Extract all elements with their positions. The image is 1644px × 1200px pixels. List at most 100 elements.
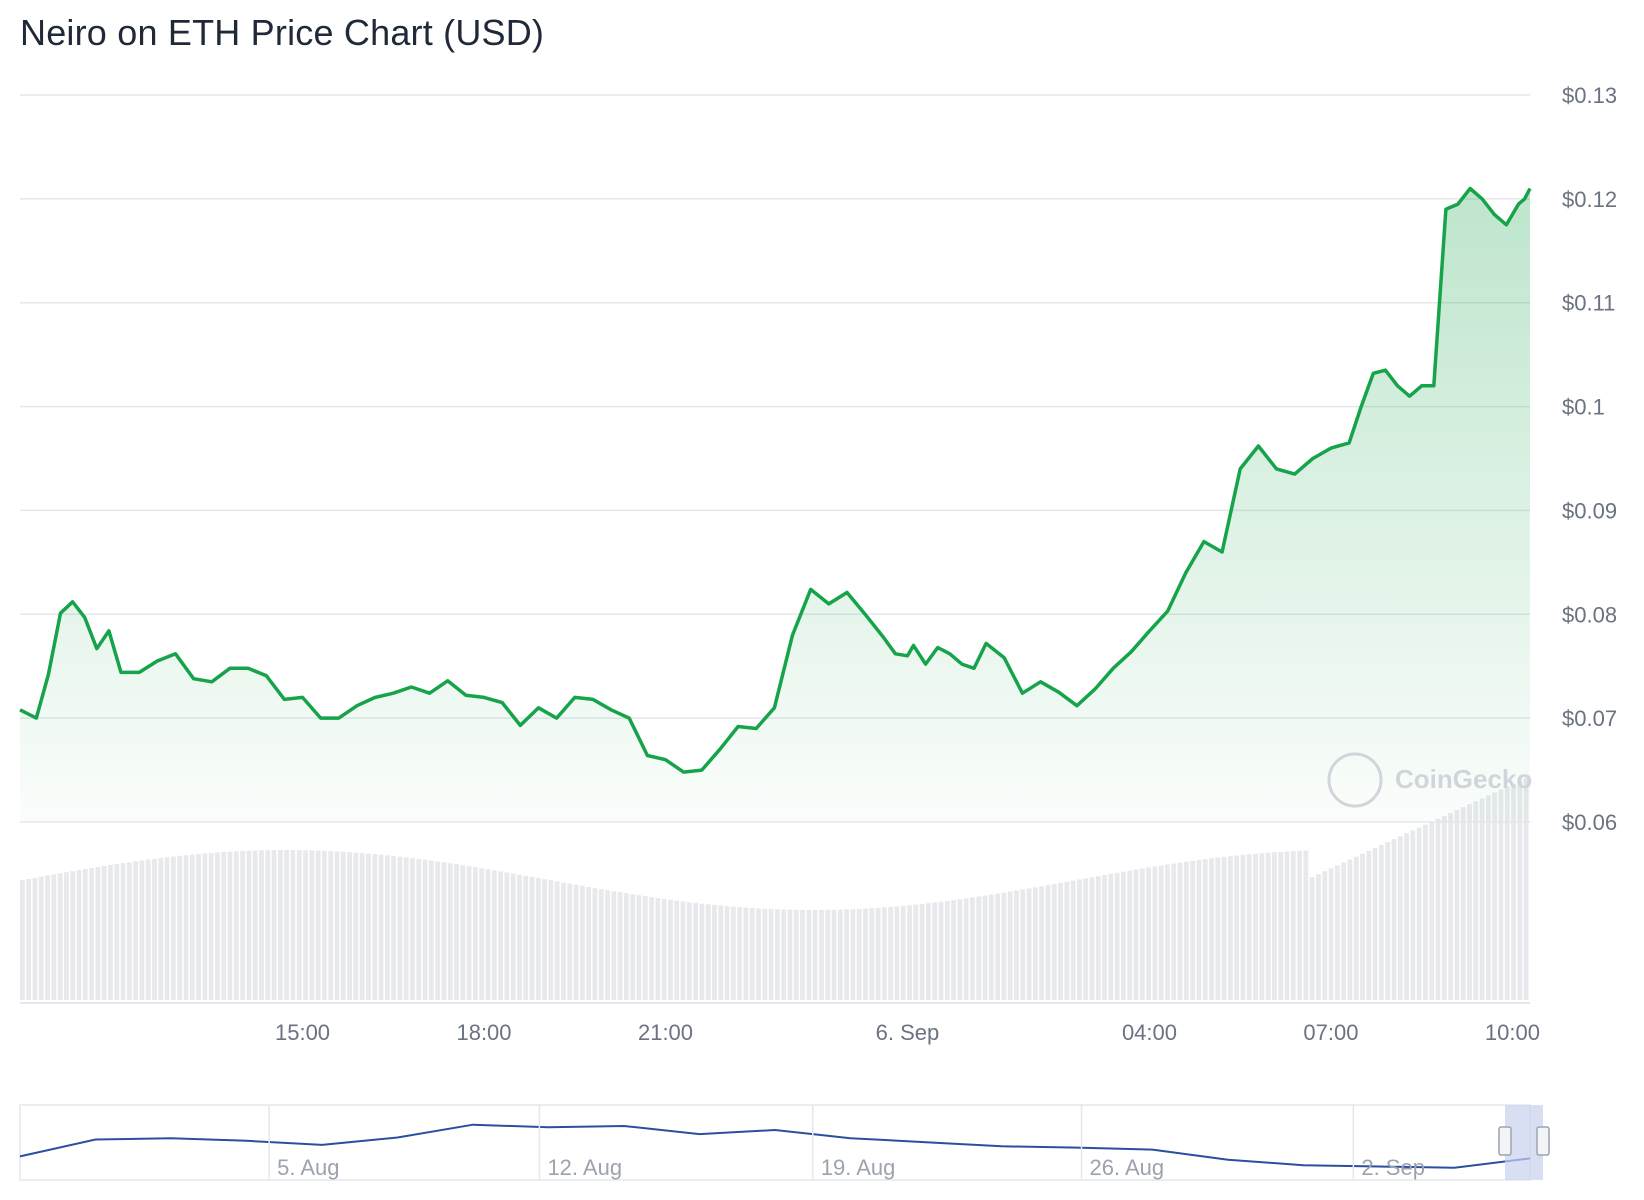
volume-bar: [284, 850, 290, 1000]
volume-bar: [1032, 887, 1038, 1000]
volume-bar: [1517, 780, 1523, 1000]
volume-bar: [1253, 853, 1258, 1000]
volume-bar: [208, 852, 214, 1000]
volume-bar: [1290, 851, 1296, 1000]
volume-bar: [510, 873, 516, 1000]
volume-bar: [712, 904, 717, 1000]
volume-bar: [1165, 864, 1170, 1000]
y-tick-label: $0.11: [1562, 291, 1615, 316]
volume-bar: [196, 853, 201, 1000]
volume-bar: [831, 909, 837, 1000]
volume-bar: [328, 851, 334, 1000]
volume-bar: [523, 875, 529, 1000]
navigator-tick-label: 5. Aug: [277, 1155, 339, 1180]
volume-bar: [82, 869, 88, 1000]
volume-bar: [133, 861, 139, 1000]
volume-bar: [491, 870, 497, 1000]
volume-bar: [64, 872, 69, 1000]
volume-bar: [1133, 869, 1139, 1000]
volume-bar: [856, 908, 862, 1000]
navigator-tick-label: 19. Aug: [821, 1155, 896, 1180]
volume-bar: [1467, 804, 1472, 1000]
volume-bar: [819, 909, 824, 1000]
volume-bar: [32, 877, 38, 1000]
volume-bar: [1303, 850, 1309, 1000]
volume-bar: [1020, 889, 1026, 1000]
volume-bar: [699, 903, 705, 1000]
volume-bar: [353, 852, 359, 1000]
volume-bar: [768, 909, 774, 1000]
volume-bar: [655, 898, 661, 1000]
volume-bar: [1083, 878, 1089, 1000]
volume-bar: [76, 870, 82, 1000]
volume-bar: [177, 855, 183, 1000]
volume-bar: [189, 854, 195, 1000]
volume-bar: [982, 895, 988, 1000]
volume-bar: [1007, 891, 1013, 1000]
volume-bar: [1410, 830, 1416, 1000]
volume-bar: [756, 908, 761, 1000]
navigator-handle[interactable]: [1498, 1126, 1512, 1156]
x-tick-label: 6. Sep: [876, 1020, 940, 1045]
volume-bar: [535, 878, 541, 1000]
volume-bar: [473, 867, 478, 1000]
volume-bar: [1064, 881, 1070, 1000]
volume-bar: [806, 909, 812, 1000]
volume-bar: [661, 898, 667, 1000]
volume-bar: [1435, 818, 1441, 1000]
volume-bar: [95, 866, 101, 1000]
volume-bar: [70, 871, 76, 1000]
volume-bar: [1284, 851, 1290, 1000]
volume-bar: [441, 862, 447, 1000]
volume-bar: [1177, 862, 1183, 1000]
volume-bar: [1077, 879, 1082, 1000]
y-tick-label: $0.09: [1562, 498, 1617, 523]
volume-bar: [957, 899, 963, 1000]
navigator-tick-label: 2. Sep: [1361, 1155, 1425, 1180]
volume-bar: [674, 900, 680, 1000]
volume-bar: [1316, 874, 1321, 1000]
volume-bar: [542, 879, 547, 1000]
volume-bar: [152, 858, 157, 1000]
navigator-line: [19, 1123, 1531, 1169]
volume-bar: [466, 866, 472, 1000]
navigator-tick-label: 26. Aug: [1090, 1155, 1165, 1180]
volume-bar: [1190, 860, 1196, 1000]
volume-bar: [605, 890, 610, 1000]
volume-bar: [907, 905, 912, 1000]
volume-bar: [1429, 821, 1435, 1000]
volume-bar: [1385, 842, 1391, 1000]
volume-bar: [277, 850, 283, 1000]
volume-bar: [1278, 851, 1284, 1000]
volume-bar: [265, 850, 271, 1000]
volume-bar: [233, 851, 239, 1000]
volume-bar: [340, 851, 346, 1000]
volume-bar: [938, 901, 944, 1000]
volume-bar: [1328, 868, 1334, 1000]
volume-bar: [586, 886, 592, 1000]
navigator-handle[interactable]: [1536, 1126, 1550, 1156]
volume-bar: [89, 867, 94, 1000]
volume-bar: [252, 850, 258, 1000]
volume-bar: [1441, 815, 1447, 1000]
volume-bar: [988, 894, 994, 1000]
volume-bar: [869, 908, 875, 1000]
volume-bar: [227, 851, 233, 1000]
volume-bar: [101, 865, 107, 1000]
volume-bar: [598, 889, 604, 1000]
volume-bar: [1139, 868, 1145, 1000]
volume-bar: [1366, 850, 1372, 1000]
volume-bar: [171, 856, 176, 1000]
volume-bar: [1479, 798, 1485, 1000]
volume-bar: [479, 868, 485, 1000]
volume-bar: [1202, 859, 1208, 1000]
volume-bar: [554, 881, 560, 1000]
volume-bar: [45, 875, 50, 1000]
volume-bar: [970, 897, 975, 1000]
volume-bar: [145, 859, 151, 1000]
volume-bar: [359, 853, 365, 1000]
volume-bar: [1215, 857, 1221, 1000]
volume-bar: [1297, 850, 1302, 1000]
y-tick-label: $0.12: [1562, 187, 1617, 212]
